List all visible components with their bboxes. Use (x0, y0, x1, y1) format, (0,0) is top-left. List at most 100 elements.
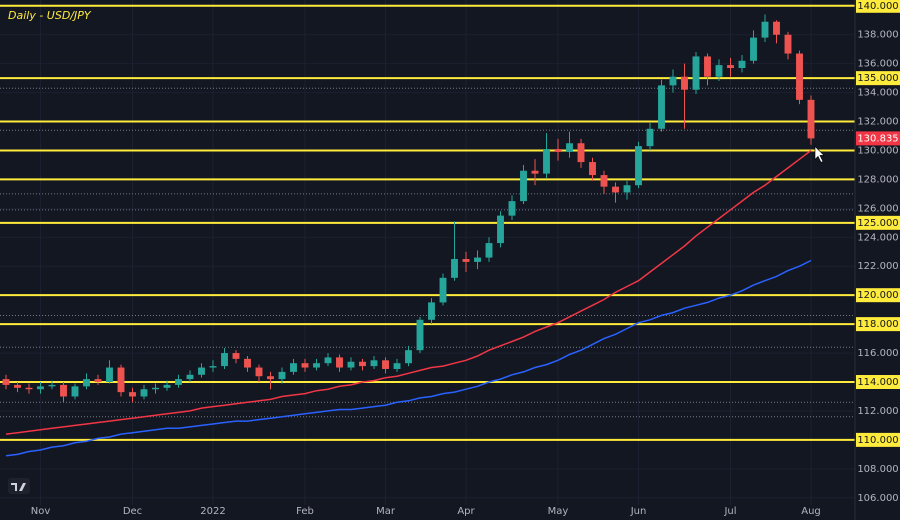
x-tick-label: Feb (296, 506, 314, 517)
candle-body (554, 149, 562, 152)
candle-body (439, 277, 447, 303)
candle-body (336, 357, 343, 368)
y-tick-label: 108.000 (857, 464, 898, 475)
candle-body (428, 302, 435, 320)
x-tick-label: Aug (801, 506, 821, 517)
y-tick-badge (856, 375, 900, 390)
candle-body (750, 37, 757, 61)
y-tick-label: 140.000 (857, 1, 898, 12)
candle-body (692, 56, 700, 90)
candle-body (2, 379, 10, 385)
x-tick-label: May (548, 506, 569, 517)
y-tick-badge (856, 0, 900, 13)
candle-body (209, 366, 217, 368)
candle-body (140, 389, 148, 397)
candle-body (497, 215, 504, 244)
candle-body (589, 162, 596, 176)
candle-body (669, 76, 677, 86)
cursor (814, 145, 825, 163)
candle-body (405, 350, 412, 364)
x-tick-label: Mar (376, 506, 396, 517)
y-tick-label: 135.000 (857, 73, 898, 84)
candle-body (543, 149, 550, 174)
candle-body (462, 259, 470, 262)
x-tick-label: Nov (31, 506, 51, 517)
x-tick-label: 2022 (200, 506, 225, 517)
candle-body (474, 257, 481, 262)
candle-body (681, 76, 688, 90)
candle-body (451, 259, 458, 278)
candle-body (784, 34, 792, 54)
candle-body (14, 384, 21, 388)
candle-body (646, 128, 654, 147)
y-tick-label: 125.000 (857, 218, 898, 229)
y-tick-label: 112.000 (857, 406, 898, 417)
candle-body (520, 170, 527, 202)
candle-body (175, 379, 182, 385)
y-tick-label: 114.000 (857, 377, 898, 388)
y-tick-label: 128.000 (857, 174, 898, 185)
y-tick-label: 130.000 (857, 145, 898, 156)
y-tick-label: 138.000 (857, 30, 898, 41)
candle-body (416, 319, 424, 351)
candle-body (106, 367, 113, 383)
candle-body (635, 146, 642, 186)
moving-average (5, 149, 812, 435)
last-price-label: 130.835 (857, 133, 898, 144)
y-tick-label: 118.000 (857, 319, 898, 330)
y-tick-label: 120.000 (857, 290, 898, 301)
candle-body (94, 379, 102, 383)
candle-body (324, 357, 332, 364)
candle-body (221, 353, 228, 367)
candle-body (623, 185, 631, 193)
plot-area (0, 0, 855, 505)
y-tick-label: 116.000 (857, 348, 898, 359)
candle-body (761, 21, 769, 38)
candle-body (37, 386, 44, 390)
y-tick-badge (856, 317, 900, 332)
candle-body (531, 170, 539, 174)
candle-body (727, 65, 734, 69)
y-tick-badge (856, 215, 900, 230)
y-tick-label: 110.000 (857, 435, 898, 446)
last-price-badge (856, 131, 900, 146)
candle-body (485, 243, 493, 258)
x-tick-label: Jun (630, 506, 647, 517)
candle-body (577, 143, 585, 163)
candle-body (704, 56, 711, 77)
candle-body (658, 85, 665, 129)
candle-body (773, 21, 780, 35)
candle-body (232, 353, 240, 359)
candle-body (301, 363, 309, 368)
candle-body (600, 175, 608, 187)
y-tick-label: 106.000 (857, 493, 898, 504)
candle-body (267, 376, 274, 380)
moving-average (5, 259, 812, 457)
candle-body (313, 363, 320, 368)
candle-body (566, 143, 573, 152)
candle-body (60, 384, 67, 397)
y-tick-badge (856, 288, 900, 303)
candle-body (152, 387, 159, 390)
candle-body (198, 367, 205, 375)
candle-body (186, 374, 194, 380)
candle-body (370, 360, 378, 367)
candle-body (48, 384, 56, 387)
y-tick-label: 132.000 (857, 117, 898, 128)
tv-logo (8, 478, 30, 494)
candle-body (715, 65, 723, 77)
candle-body (117, 367, 125, 393)
x-tick-label: Jul (723, 506, 736, 517)
candle-body (796, 53, 803, 100)
candle-body (129, 392, 136, 397)
candle-body (508, 201, 516, 216)
candle-body (738, 60, 746, 69)
candle-body (382, 360, 389, 369)
x-tick-label: Dec (123, 506, 142, 517)
y-tick-label: 136.000 (857, 59, 898, 70)
x-tick-label: Apr (457, 506, 475, 517)
y-tick-label: 122.000 (857, 261, 898, 272)
candle-body (278, 371, 286, 380)
